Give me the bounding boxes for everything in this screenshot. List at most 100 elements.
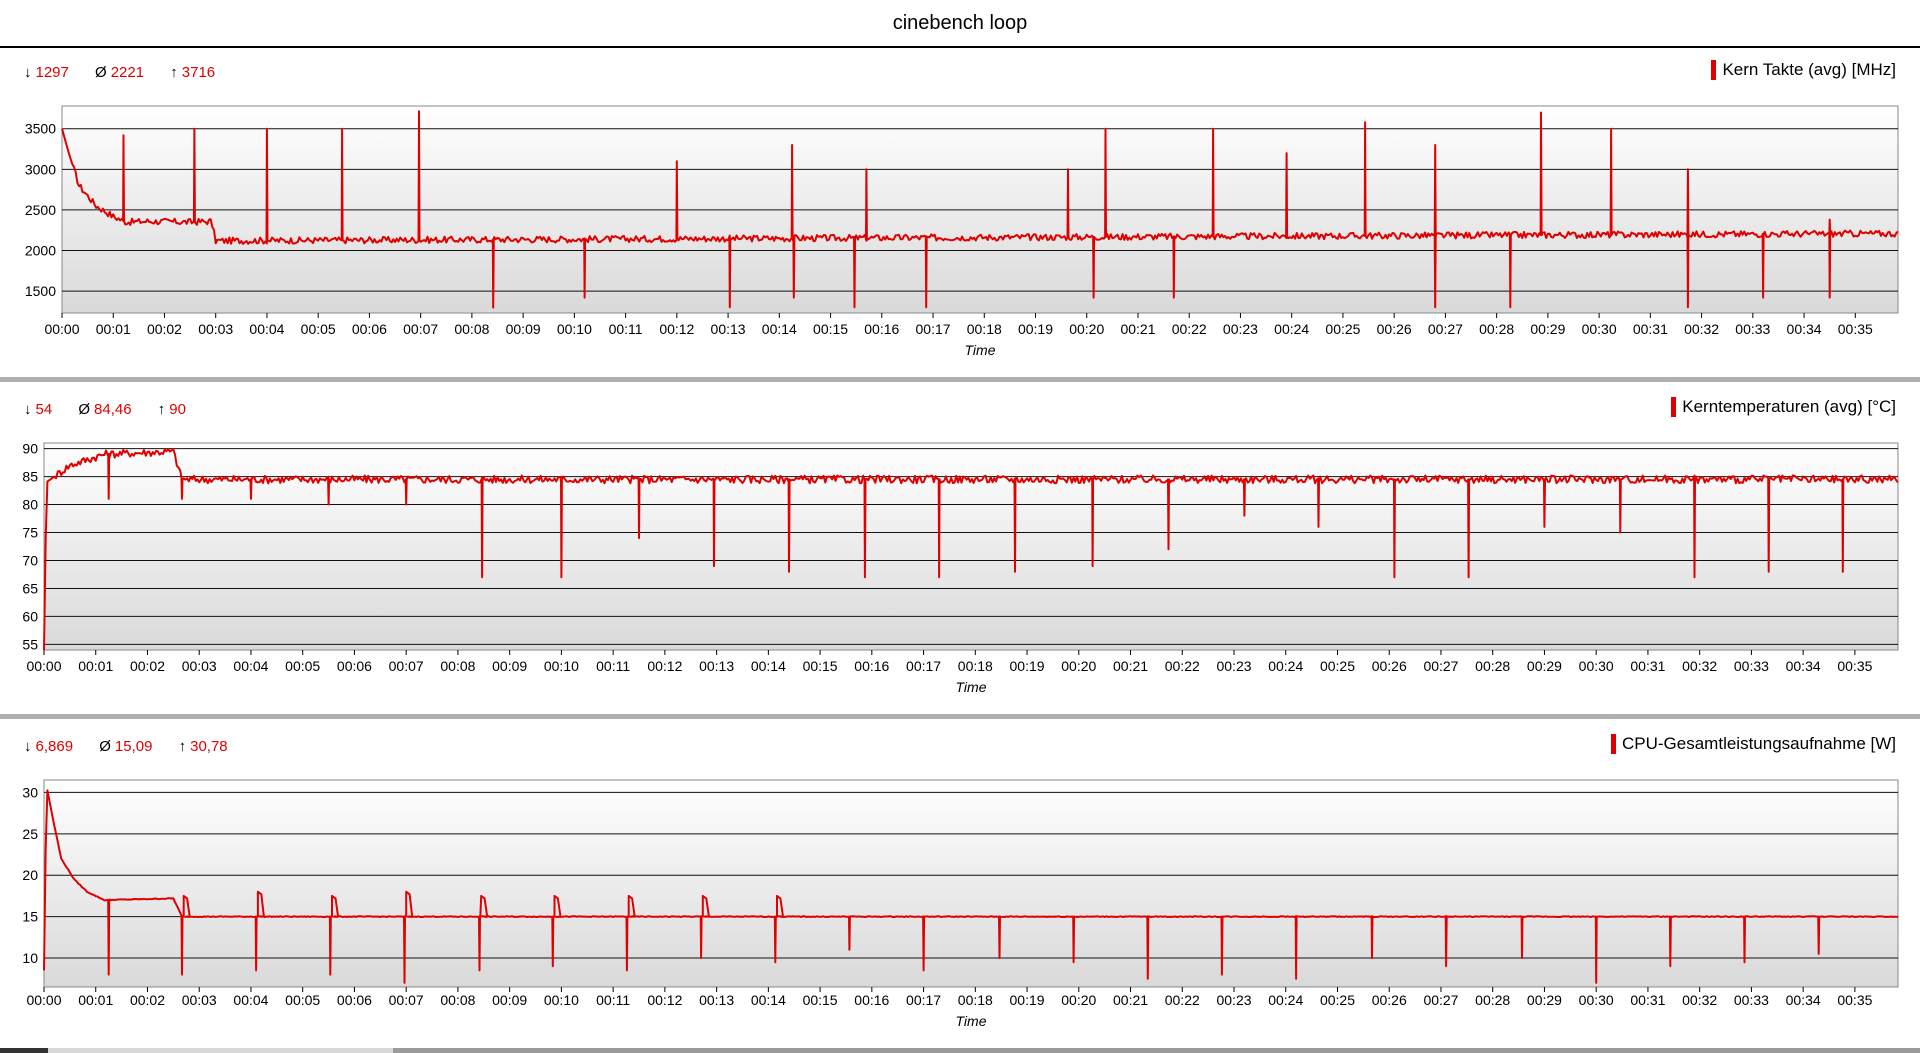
temperature-legend: Kerntemperaturen (avg) [°C] bbox=[1671, 397, 1896, 417]
x-tick-label: 00:08 bbox=[440, 992, 475, 1008]
x-tick-label: 00:18 bbox=[967, 321, 1002, 337]
x-tick-label: 00:24 bbox=[1268, 992, 1303, 1008]
x-tick-label: 00:18 bbox=[958, 992, 993, 1008]
x-tick-label: 00:14 bbox=[751, 992, 786, 1008]
x-tick-label: 00:11 bbox=[596, 658, 630, 674]
power-legend: CPU-Gesamtleistungsaufnahme [W] bbox=[1611, 734, 1896, 754]
x-tick-label: 00:23 bbox=[1216, 992, 1251, 1008]
y-tick-label: 2000 bbox=[25, 242, 56, 258]
x-tick-label: 00:29 bbox=[1527, 658, 1562, 674]
x-tick-label: 00:26 bbox=[1372, 658, 1407, 674]
x-tick-label: 00:31 bbox=[1633, 321, 1668, 337]
y-tick-label: 15 bbox=[22, 909, 38, 925]
x-tick-label: 00:24 bbox=[1274, 321, 1309, 337]
x-tick-label: 00:09 bbox=[492, 658, 527, 674]
x-axis-label: Time bbox=[965, 342, 996, 358]
power-min: 6,869 bbox=[35, 738, 74, 755]
x-tick-label: 00:25 bbox=[1320, 658, 1355, 674]
x-tick-label: 00:22 bbox=[1165, 992, 1200, 1008]
x-tick-label: 00:31 bbox=[1630, 992, 1665, 1008]
x-tick-label: 00:22 bbox=[1172, 321, 1207, 337]
min-symbol: ↓ bbox=[24, 64, 32, 81]
x-tick-label: 00:01 bbox=[78, 992, 113, 1008]
x-tick-label: 00:04 bbox=[233, 658, 268, 674]
scrollbar-thumb[interactable] bbox=[48, 1048, 393, 1053]
x-tick-label: 00:34 bbox=[1786, 992, 1821, 1008]
x-tick-label: 00:23 bbox=[1223, 321, 1258, 337]
x-tick-label: 00:25 bbox=[1320, 992, 1355, 1008]
x-tick-label: 00:09 bbox=[492, 992, 527, 1008]
x-tick-label: 00:06 bbox=[337, 992, 372, 1008]
x-tick-label: 00:07 bbox=[389, 992, 424, 1008]
x-tick-label: 00:11 bbox=[609, 321, 643, 337]
x-tick-label: 00:19 bbox=[1010, 658, 1045, 674]
plot-area bbox=[43, 442, 1899, 651]
x-tick-label: 00:29 bbox=[1527, 992, 1562, 1008]
x-tick-label: 00:21 bbox=[1113, 658, 1148, 674]
panel-separator[interactable] bbox=[0, 714, 1920, 719]
x-tick-label: 00:15 bbox=[813, 321, 848, 337]
x-tick-label: 00:10 bbox=[544, 992, 579, 1008]
x-tick-label: 00:24 bbox=[1268, 658, 1303, 674]
clock-stats: ↓ 1297 Ø 2221 ↑ 3716 bbox=[24, 64, 237, 81]
x-tick-label: 00:20 bbox=[1061, 992, 1096, 1008]
x-tick-label: 00:30 bbox=[1579, 992, 1614, 1008]
x-tick-label: 00:27 bbox=[1423, 992, 1458, 1008]
x-tick-label: 00:13 bbox=[711, 321, 746, 337]
x-tick-label: 00:35 bbox=[1838, 321, 1873, 337]
x-tick-label: 00:16 bbox=[854, 658, 889, 674]
x-tick-label: 00:04 bbox=[233, 992, 268, 1008]
power-legend-label: CPU-Gesamtleistungsaufnahme [W] bbox=[1622, 734, 1896, 753]
x-tick-label: 00:32 bbox=[1684, 321, 1719, 337]
y-tick-label: 3000 bbox=[25, 161, 56, 177]
x-tick-label: 00:20 bbox=[1061, 658, 1096, 674]
x-tick-label: 00:23 bbox=[1216, 658, 1251, 674]
x-tick-label: 00:32 bbox=[1682, 992, 1717, 1008]
series-line bbox=[43, 789, 1899, 984]
max-symbol: ↑ bbox=[170, 64, 178, 81]
panel-separator[interactable] bbox=[0, 377, 1920, 382]
x-tick-label: 00:01 bbox=[96, 321, 131, 337]
x-tick-label: 00:05 bbox=[285, 992, 320, 1008]
x-tick-label: 00:29 bbox=[1530, 321, 1565, 337]
power-max: 30,78 bbox=[190, 738, 228, 755]
window-title: cinebench loop bbox=[0, 0, 1920, 48]
y-tick-label: 10 bbox=[22, 950, 38, 966]
x-tick-label: 00:33 bbox=[1735, 321, 1770, 337]
y-tick-label: 70 bbox=[22, 552, 38, 568]
x-tick-label: 00:13 bbox=[699, 992, 734, 1008]
x-tick-label: 00:04 bbox=[249, 321, 284, 337]
y-tick-label: 75 bbox=[22, 525, 38, 541]
x-tick-label: 00:03 bbox=[198, 321, 233, 337]
x-tick-label: 00:12 bbox=[647, 992, 682, 1008]
x-tick-label: 00:28 bbox=[1475, 658, 1510, 674]
clock-chart-panel: ↓ 1297 Ø 2221 ↑ 3716 Kern Takte (avg) [MHz]… bbox=[0, 48, 1920, 377]
x-tick-label: 00:16 bbox=[854, 992, 889, 1008]
clock-chart: 1500 2000 2500 3000 3500 00:00 00:01 00:02 00:03… bbox=[25, 105, 1899, 358]
power-stats: ↓ 6,869 Ø 15,09 ↑ 30,78 bbox=[24, 738, 250, 755]
x-tick-label: 00:21 bbox=[1120, 321, 1155, 337]
window-title-text: cinebench loop bbox=[892, 11, 1028, 34]
x-tick-label: 00:14 bbox=[762, 321, 797, 337]
y-tick-label: 55 bbox=[22, 636, 38, 652]
x-tick-label: 00:10 bbox=[557, 321, 592, 337]
y-tick-label: 3500 bbox=[25, 121, 56, 137]
avg-symbol: Ø bbox=[99, 738, 111, 755]
y-tick-label: 2500 bbox=[25, 202, 56, 218]
x-tick-label: 00:35 bbox=[1837, 658, 1872, 674]
clock-max: 3716 bbox=[181, 64, 216, 81]
horizontal-scrollbar[interactable] bbox=[0, 1048, 1920, 1053]
x-tick-label: 00:15 bbox=[803, 992, 838, 1008]
x-tick-label: 00:12 bbox=[647, 658, 682, 674]
x-tick-label: 00:11 bbox=[596, 992, 630, 1008]
power-chart: 10 15 20 25 30 00:00 00:01 00:02 00:03 00:04 00:05… bbox=[22, 779, 1899, 1029]
clock-min: 1297 bbox=[35, 64, 69, 81]
x-tick-label: 00:03 bbox=[182, 992, 217, 1008]
x-tick-label: 00:21 bbox=[1113, 992, 1148, 1008]
clock-legend: Kern Takte (avg) [MHz] bbox=[1711, 60, 1896, 80]
x-tick-label: 00:17 bbox=[906, 992, 941, 1008]
x-tick-label: 00:33 bbox=[1734, 658, 1769, 674]
y-tick-label: 25 bbox=[22, 826, 38, 842]
x-tick-label: 00:06 bbox=[352, 321, 387, 337]
x-tick-label: 00:02 bbox=[130, 658, 165, 674]
